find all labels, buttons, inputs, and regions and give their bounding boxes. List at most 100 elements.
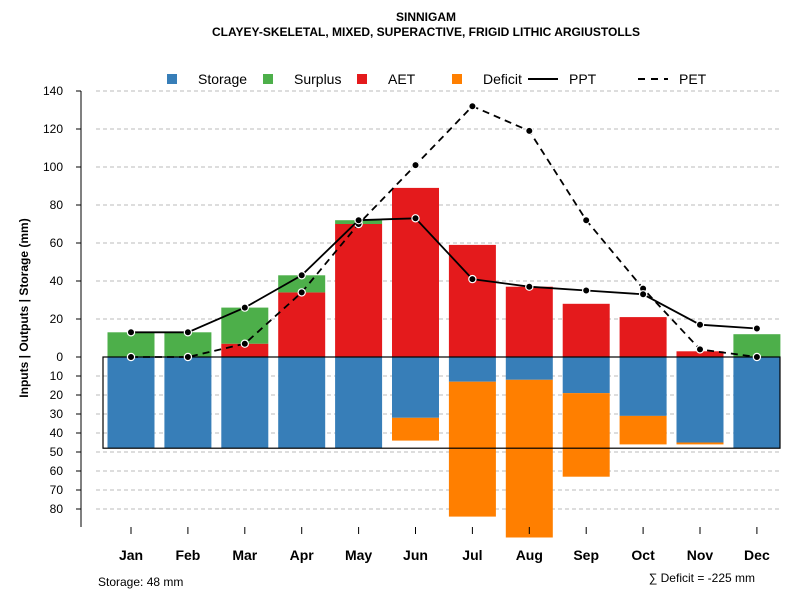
y-tick-label: 30 bbox=[50, 407, 64, 421]
aet-bar bbox=[392, 187, 439, 357]
storage-bar bbox=[392, 357, 439, 418]
aet-bar bbox=[676, 351, 724, 357]
deficit-bar bbox=[619, 415, 667, 445]
series-lines bbox=[126, 101, 762, 362]
y-tick-label: 120 bbox=[43, 122, 63, 136]
y-tick-label: 40 bbox=[50, 274, 64, 288]
legend-swatch-aet bbox=[357, 74, 367, 84]
pet-point bbox=[468, 101, 477, 111]
y-tick-label: 20 bbox=[50, 388, 64, 402]
storage-bar bbox=[733, 357, 781, 449]
ppt-point bbox=[582, 286, 591, 295]
x-tick-label: Aug bbox=[516, 547, 543, 563]
y-axis-label: Inputs | Outputs | Storage (mm) bbox=[17, 218, 31, 397]
legend-label-deficit: Deficit bbox=[483, 71, 522, 87]
y-tick-label: 60 bbox=[50, 236, 64, 250]
aet-bar bbox=[562, 303, 610, 357]
storage-bar bbox=[107, 357, 155, 449]
ppt-point bbox=[638, 290, 648, 299]
axes: 0 20 40 60 80 100 120 140 10 20 30 40 50 60 70 80 Jan Feb… bbox=[43, 84, 770, 563]
x-tick-label: Nov bbox=[687, 547, 714, 563]
bars bbox=[102, 187, 781, 538]
ppt-point bbox=[240, 303, 249, 312]
y-tick-label: 50 bbox=[50, 445, 64, 459]
legend-label-aet: AET bbox=[388, 71, 416, 87]
y-tick-label: 0 bbox=[56, 350, 63, 364]
deficit-bar bbox=[562, 393, 610, 477]
surplus-bar bbox=[221, 307, 269, 344]
x-tick-label: Mar bbox=[232, 547, 257, 563]
pet-point bbox=[297, 288, 306, 297]
storage-bar bbox=[562, 357, 610, 394]
storage-bar bbox=[619, 357, 667, 416]
x-tick-label: Feb bbox=[175, 547, 200, 563]
pet-point bbox=[752, 352, 762, 362]
legend-swatch-deficit bbox=[452, 74, 462, 84]
legend-label-ppt: PPT bbox=[569, 71, 597, 87]
x-tick-label: May bbox=[345, 547, 372, 563]
storage-bar bbox=[164, 357, 212, 449]
legend: Storage Surplus AET Deficit PPT PET bbox=[167, 71, 707, 87]
chart-subtitle: CLAYEY-SKELETAL, MIXED, SUPERACTIVE, FRI… bbox=[212, 25, 640, 39]
storage-bar bbox=[335, 357, 383, 449]
x-tick-label: Sep bbox=[573, 547, 599, 563]
deficit-bar bbox=[676, 442, 724, 445]
ppt-point bbox=[468, 274, 477, 284]
storage-bar bbox=[676, 357, 724, 443]
y-tick-label: 10 bbox=[50, 369, 64, 383]
surplus-bar bbox=[733, 334, 781, 357]
ppt-line bbox=[131, 217, 757, 334]
aet-bar bbox=[505, 286, 553, 357]
y-tick-label: 80 bbox=[50, 502, 64, 516]
x-tick-label: Apr bbox=[290, 547, 315, 563]
pet-point bbox=[183, 352, 193, 362]
pet-point bbox=[582, 215, 591, 225]
deficit-footnote: ∑ Deficit = -225 mm bbox=[649, 571, 755, 585]
aet-bar bbox=[619, 317, 667, 357]
y-tick-label: 140 bbox=[43, 84, 63, 98]
deficit-bar bbox=[505, 379, 553, 538]
x-tick-label: Oct bbox=[631, 547, 655, 563]
storage-bar bbox=[448, 357, 496, 382]
storage-bar bbox=[278, 357, 326, 449]
y-tick-label: 70 bbox=[50, 483, 64, 497]
y-tick-label: 20 bbox=[50, 312, 64, 326]
y-tick-label: 60 bbox=[50, 464, 64, 478]
storage-bar bbox=[221, 357, 269, 449]
ppt-point bbox=[695, 320, 705, 329]
storage-footnote: Storage: 48 mm bbox=[98, 575, 183, 589]
y-tick-label: 100 bbox=[43, 160, 63, 174]
pet-point bbox=[240, 339, 249, 348]
legend-label-storage: Storage bbox=[198, 71, 247, 87]
pet-point bbox=[525, 126, 534, 136]
x-tick-label: Jul bbox=[462, 547, 482, 563]
aet-bar bbox=[335, 224, 383, 357]
legend-label-pet: PET bbox=[679, 71, 707, 87]
legend-swatch-storage bbox=[167, 74, 177, 84]
ppt-point bbox=[183, 328, 193, 337]
y-tick-label: 80 bbox=[50, 198, 64, 212]
deficit-bar bbox=[392, 417, 439, 441]
deficit-bar bbox=[448, 381, 496, 517]
pet-point bbox=[411, 160, 420, 170]
ppt-point bbox=[297, 271, 306, 280]
x-tick-label: Dec bbox=[744, 547, 770, 563]
legend-swatch-surplus bbox=[263, 74, 273, 84]
pet-point bbox=[695, 345, 705, 354]
y-tick-label: 40 bbox=[50, 426, 64, 440]
storage-capacity-box bbox=[102, 356, 781, 449]
ppt-point bbox=[354, 215, 363, 225]
ppt-point bbox=[752, 324, 762, 333]
aet-bar bbox=[221, 343, 269, 357]
ppt-point bbox=[126, 328, 136, 337]
x-tick-label: Jan bbox=[119, 547, 143, 563]
legend-label-surplus: Surplus bbox=[294, 71, 341, 87]
storage-bar bbox=[505, 357, 553, 380]
pet-point bbox=[126, 352, 136, 362]
aet-bar bbox=[278, 292, 326, 357]
ppt-point bbox=[525, 282, 534, 291]
x-tick-label: Jun bbox=[403, 547, 428, 563]
chart-title: SINNIGAM bbox=[396, 10, 456, 24]
ppt-point bbox=[411, 214, 420, 223]
